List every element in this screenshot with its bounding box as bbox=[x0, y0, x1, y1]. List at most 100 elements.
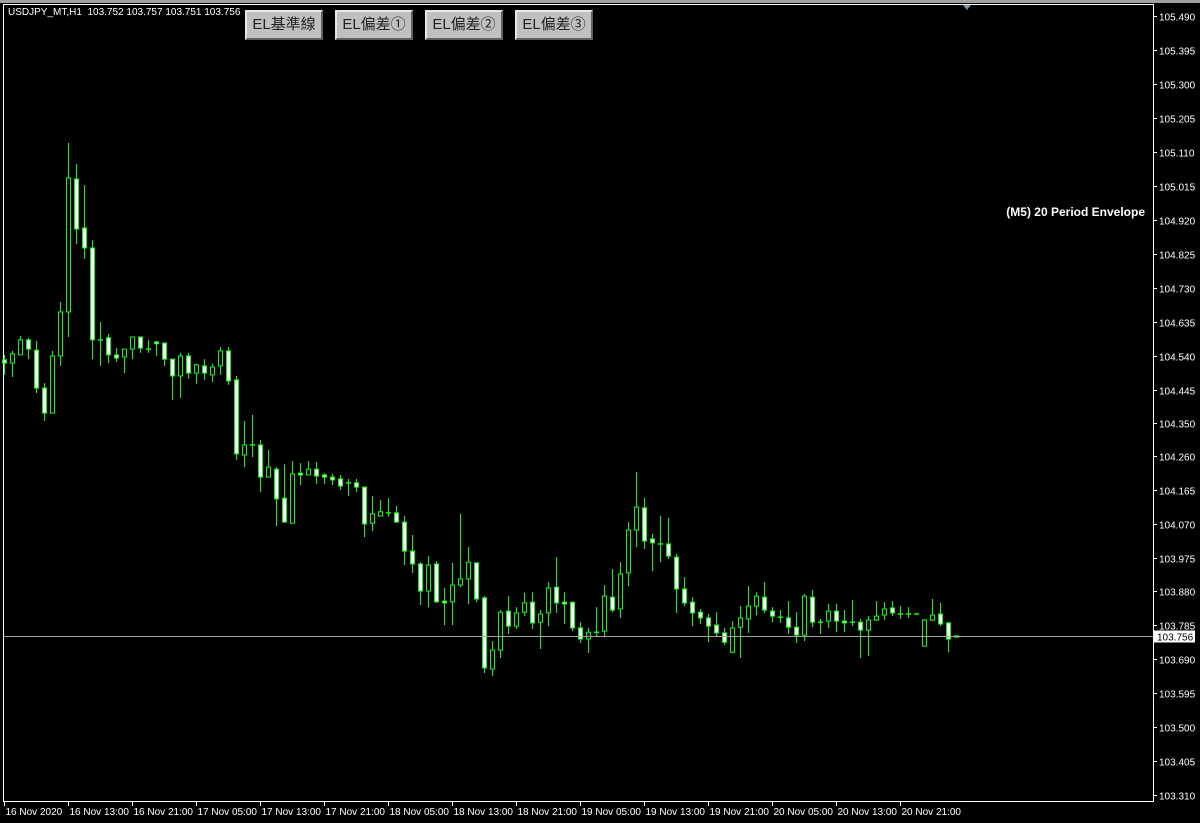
candle bbox=[490, 641, 495, 677]
y-tick-label: 104.920 bbox=[1159, 217, 1196, 228]
candle bbox=[538, 610, 543, 650]
y-tick-label: 104.070 bbox=[1159, 521, 1196, 532]
candle bbox=[194, 363, 199, 384]
candle-body-bull bbox=[826, 610, 831, 622]
candle bbox=[850, 600, 855, 627]
candle-body-bear bbox=[298, 472, 303, 476]
candle-body-bull bbox=[426, 564, 431, 592]
candle-body-bear bbox=[330, 476, 335, 481]
candle-body-bear bbox=[794, 626, 799, 636]
x-tick-label: 17 Nov 05:00 bbox=[198, 807, 258, 818]
y-tick-label: 103.785 bbox=[1159, 622, 1196, 633]
x-tick-label: 16 Nov 21:00 bbox=[134, 807, 194, 818]
candle-body-bull bbox=[122, 348, 127, 358]
candle bbox=[290, 461, 295, 524]
candle bbox=[562, 592, 567, 625]
candle-body-bear bbox=[34, 349, 39, 389]
candle-body-bear bbox=[610, 596, 615, 611]
candle-body-bear bbox=[666, 543, 671, 557]
candle bbox=[146, 339, 151, 353]
el-deviation-3-button[interactable]: EL偏差③ bbox=[515, 10, 593, 40]
candle-body-bear bbox=[434, 563, 439, 603]
candle bbox=[306, 461, 311, 476]
time-axis: 16 Nov 2020 16 Nov 13:00 16 Nov 21:00 17 No… bbox=[4, 801, 962, 818]
candle bbox=[698, 608, 703, 625]
candle bbox=[258, 439, 263, 493]
candle-body-bull bbox=[618, 573, 623, 610]
y-tick-label: 103.595 bbox=[1159, 690, 1196, 701]
candle-body-bear bbox=[362, 486, 367, 525]
candle bbox=[2, 354, 7, 375]
candle bbox=[682, 577, 687, 607]
x-tick-label: 16 Nov 13:00 bbox=[70, 807, 130, 818]
x-tick-label: 19 Nov 05:00 bbox=[582, 807, 642, 818]
candle-body-bull bbox=[370, 513, 375, 524]
candle-body-bear bbox=[186, 355, 191, 374]
y-tick-label: 103.310 bbox=[1159, 792, 1196, 803]
candle-body-bull bbox=[754, 595, 759, 607]
candles bbox=[2, 142, 959, 677]
candle-body-bear bbox=[170, 358, 175, 377]
candle-body-bull bbox=[66, 177, 71, 313]
indicator-label: (M5) 20 Period Envelope bbox=[1006, 205, 1145, 219]
candle bbox=[906, 607, 911, 618]
candle-body-bull bbox=[514, 612, 519, 627]
candle-body-bear bbox=[338, 478, 343, 487]
el-baseline-button[interactable]: EL基準線 bbox=[245, 10, 323, 40]
candle-body-bull bbox=[266, 466, 271, 478]
current-price-label: 103.756 bbox=[1157, 633, 1194, 644]
candle bbox=[554, 557, 559, 613]
y-tick-label: 104.730 bbox=[1159, 285, 1196, 296]
candle-body-bull bbox=[306, 468, 311, 476]
candle bbox=[394, 506, 399, 523]
candle bbox=[530, 592, 535, 630]
candle bbox=[202, 359, 207, 380]
candle-body-bear bbox=[682, 588, 687, 604]
y-tick-label: 104.445 bbox=[1159, 387, 1196, 398]
candle-body-bear bbox=[506, 610, 511, 627]
candle bbox=[234, 375, 239, 460]
candle-body-bear bbox=[562, 601, 567, 605]
candle-body-bull bbox=[626, 529, 631, 574]
candle bbox=[570, 601, 575, 632]
el-deviation-2-button[interactable]: EL偏差② bbox=[425, 10, 503, 40]
candle bbox=[282, 464, 287, 523]
candle-body-bull bbox=[874, 615, 879, 621]
chart-shift-marker-icon[interactable] bbox=[963, 5, 971, 10]
y-tick-label: 105.015 bbox=[1159, 183, 1196, 194]
candle-body-bear bbox=[690, 601, 695, 614]
candle-body-bull bbox=[178, 355, 183, 377]
candle-body-bear bbox=[138, 336, 143, 349]
candle bbox=[778, 610, 783, 623]
candle-body-bull bbox=[634, 506, 639, 531]
candle bbox=[434, 561, 439, 603]
candle bbox=[50, 350, 55, 414]
ohlc-readout: 103.752 103.757 103.751 103.756 bbox=[87, 7, 241, 18]
candle bbox=[714, 612, 719, 637]
candle-body-bull bbox=[746, 605, 751, 620]
candle bbox=[546, 582, 551, 627]
candle-body-bear bbox=[114, 354, 119, 359]
candle-body-bear bbox=[394, 512, 399, 523]
candle-body-bear bbox=[570, 601, 575, 629]
candle-body-bear bbox=[890, 607, 895, 614]
candle bbox=[874, 601, 879, 622]
candle bbox=[378, 499, 383, 517]
candle-body-bull bbox=[498, 611, 503, 651]
x-tick-label: 20 Nov 21:00 bbox=[902, 807, 962, 818]
candle-body-bear bbox=[530, 601, 535, 624]
candle bbox=[634, 472, 639, 548]
candle-body-bear bbox=[482, 597, 487, 669]
x-tick-label: 17 Nov 13:00 bbox=[262, 807, 322, 818]
candle-body-bull bbox=[882, 608, 887, 616]
x-tick-label: 20 Nov 13:00 bbox=[838, 807, 898, 818]
candle bbox=[98, 321, 103, 366]
x-tick-label: 20 Nov 05:00 bbox=[774, 807, 834, 818]
candle-body-bull bbox=[450, 584, 455, 603]
y-tick-label: 105.110 bbox=[1159, 149, 1195, 160]
candle bbox=[266, 449, 271, 478]
candle-body-bull bbox=[922, 619, 927, 647]
el-deviation-1-button[interactable]: EL偏差① bbox=[335, 10, 413, 40]
candle bbox=[362, 486, 367, 538]
